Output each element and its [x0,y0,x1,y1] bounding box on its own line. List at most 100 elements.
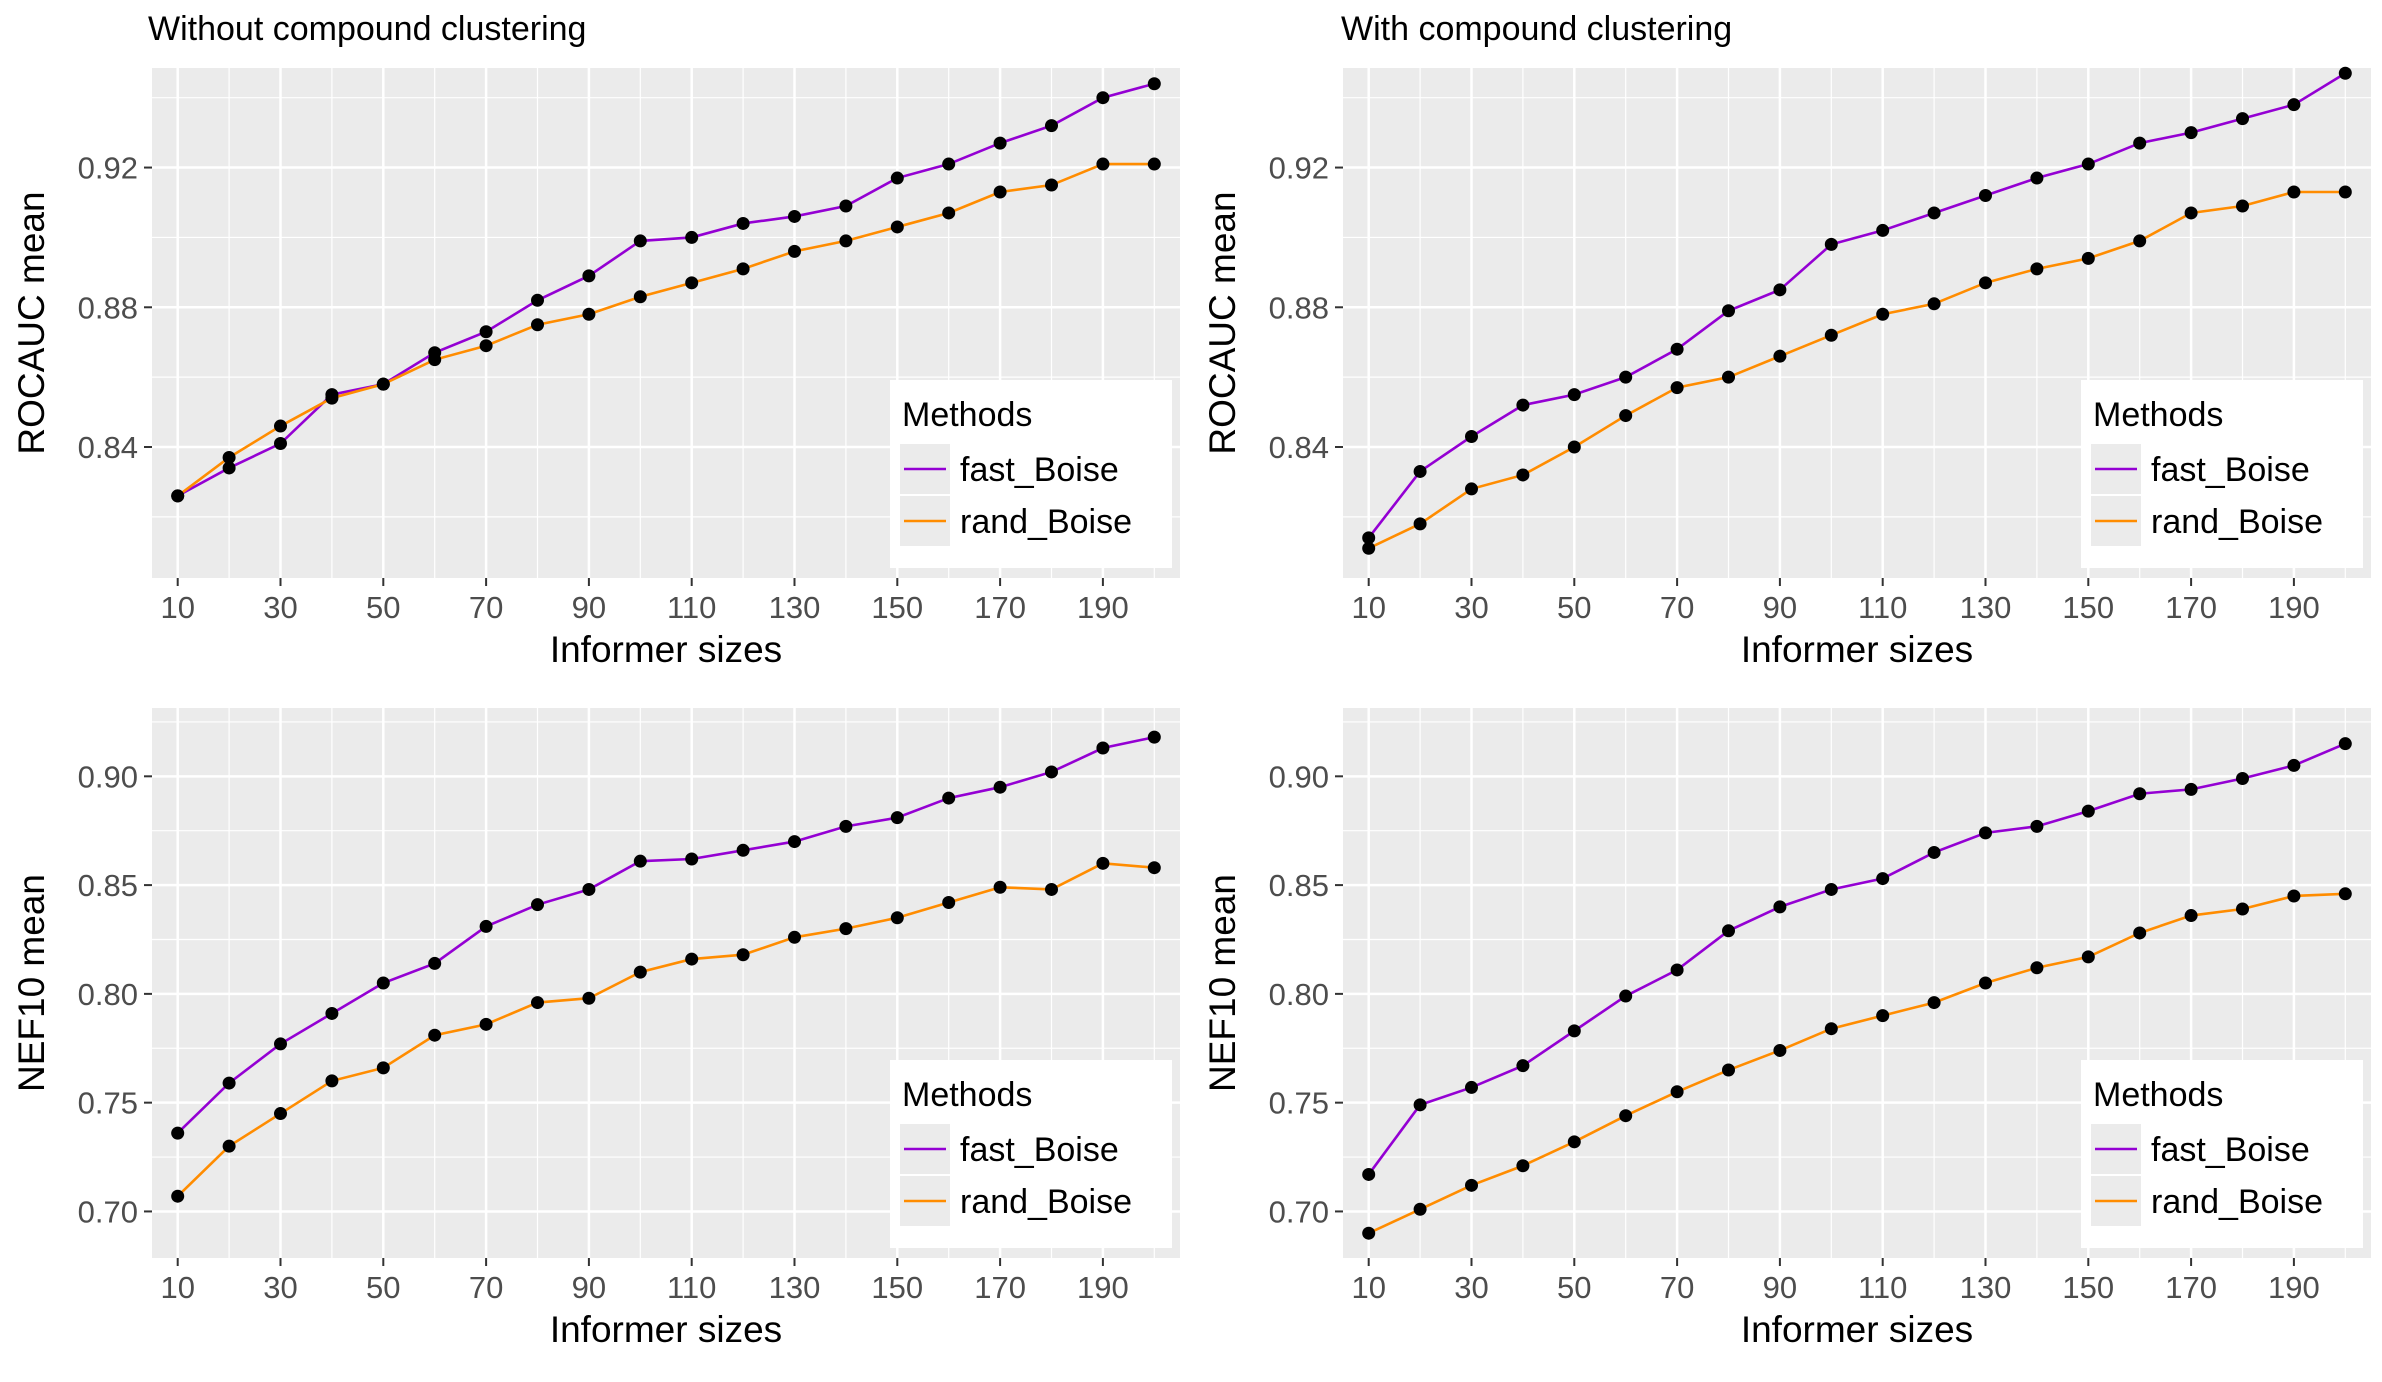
data-point [1362,1167,1376,1181]
data-point [582,307,596,321]
x-tick-label: 150 [2062,1270,2114,1305]
data-point [942,206,956,220]
data-point [274,1107,287,1121]
data-point [788,209,801,223]
legend-label: rand_Boise [2151,1183,2323,1221]
data-point [1096,157,1110,171]
data-point [1773,900,1787,914]
data-point [1824,328,1838,342]
data-point [942,896,956,910]
data-point [1824,237,1838,251]
data-point [1096,741,1110,755]
series-line [1367,72,2346,539]
legend-label: rand_Boise [960,1183,1132,1221]
data-point [479,919,493,933]
data-point [428,1028,442,1042]
data-point [788,244,801,258]
data-point [1876,872,1890,886]
x-tick-label: 70 [469,1270,503,1305]
data-point [1147,157,1161,171]
series-line [176,735,1155,1135]
x-tick-label: 190 [2268,1270,2320,1305]
data-point [1465,1178,1478,1192]
data-point [2184,782,2198,796]
data-point [325,1006,339,1020]
x-tick-label: 90 [1763,590,1797,625]
data-point [1147,77,1161,91]
data-point [1567,440,1581,454]
legend-title: Methods [902,396,1032,434]
data-point [993,136,1007,150]
data-point [1096,856,1110,870]
chart-panel-nef10-with-clustering: 0.70 0.75 0.80 0.85 0.90 10 30 50 70 90 110 130 150 1… [1191,688,2382,1377]
x-tick-label: 30 [263,590,297,625]
chart-title: With compound clustering [1341,10,1733,48]
data-point [1147,730,1161,744]
chart-svg: 0.84 0.88 0.92 10 30 50 70 90 110 130 150 170 190 Inf… [11,68,1180,670]
series-line [176,862,1155,1198]
data-point [1670,381,1684,395]
x-tick-label: 50 [366,1270,400,1305]
legend-title: Methods [902,1076,1032,1114]
chart-svg: 0.84 0.88 0.92 10 30 50 70 90 110 130 150 170 190 Inf… [1202,66,2371,670]
data-point [2184,126,2198,140]
data-point [685,276,699,290]
data-point [633,234,647,248]
data-point [1045,882,1058,896]
data-point [1773,1043,1787,1057]
x-tick-label: 130 [769,590,821,625]
data-point [1670,342,1684,356]
data-point [2338,185,2352,199]
data-point [839,819,853,833]
y-axis-label: ROCAUC mean [1202,191,1243,454]
series-line [1368,892,2346,1235]
data-point [274,1037,287,1051]
y-tick-label: 0.90 [1269,759,1329,794]
data-point [942,791,956,805]
y-tick-label: 0.70 [78,1194,138,1229]
data-point [376,377,390,391]
x-tick-label: 10 [1351,590,1385,625]
x-tick-label: 10 [160,1270,194,1305]
data-point [1979,976,1992,990]
data-point [1147,861,1161,875]
y-tick-label: 0.84 [1269,430,1329,465]
data-point [1722,924,1735,938]
data-point [1567,388,1581,402]
x-tick-label: 110 [1858,590,1907,625]
x-tick-label: 90 [572,1270,606,1305]
data-point [1979,276,1992,290]
data-point [1362,541,1376,555]
data-point [2236,771,2249,785]
data-point [1722,1063,1735,1077]
data-point [582,269,596,283]
data-point [788,930,801,944]
data-point [2133,136,2147,150]
x-tick-label: 30 [1454,590,1488,625]
x-tick-label: 170 [974,590,1026,625]
x-tick-label: 190 [2268,590,2320,625]
data-point [1927,206,1941,220]
data-point [1413,517,1427,531]
data-point [274,419,287,433]
data-point [1824,1022,1838,1036]
data-point [2030,961,2044,975]
x-tick-label: 10 [160,590,194,625]
x-axis-label: Informer sizes [550,1309,782,1350]
series-line [1368,190,2346,550]
legend-label: fast_Boise [2151,451,2310,489]
x-tick-label: 150 [871,1270,923,1305]
x-tick-label: 130 [1960,590,2012,625]
x-tick-label: 70 [1660,590,1694,625]
data-point [839,922,853,936]
data-point [2236,902,2249,916]
x-tick-label: 170 [2165,1270,2217,1305]
y-axis-label: ROCAUC mean [11,191,52,454]
legend-label: fast_Boise [960,1131,1119,1169]
y-tick-label: 0.80 [1269,977,1329,1012]
data-point [582,882,596,896]
data-point [736,216,750,230]
data-point [2030,171,2044,185]
data-point [1465,1080,1478,1094]
legend-label: fast_Boise [2151,1131,2310,1169]
